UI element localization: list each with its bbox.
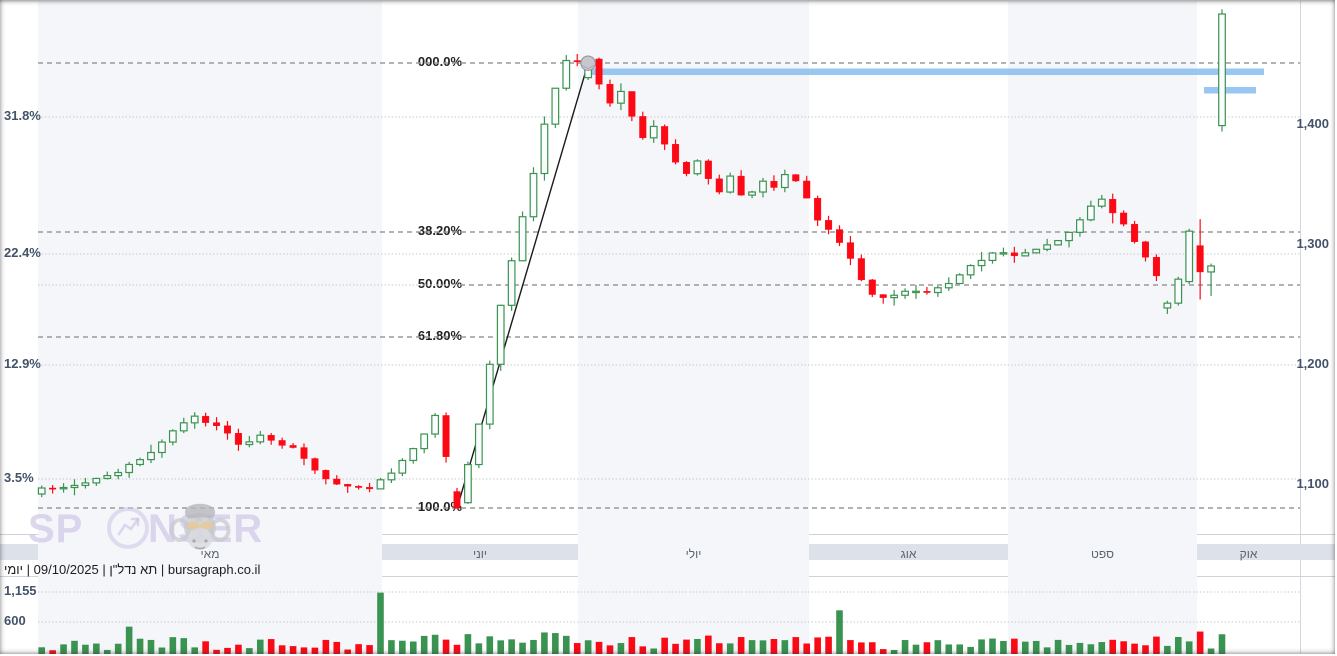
- svg-text:SP: SP: [28, 507, 83, 551]
